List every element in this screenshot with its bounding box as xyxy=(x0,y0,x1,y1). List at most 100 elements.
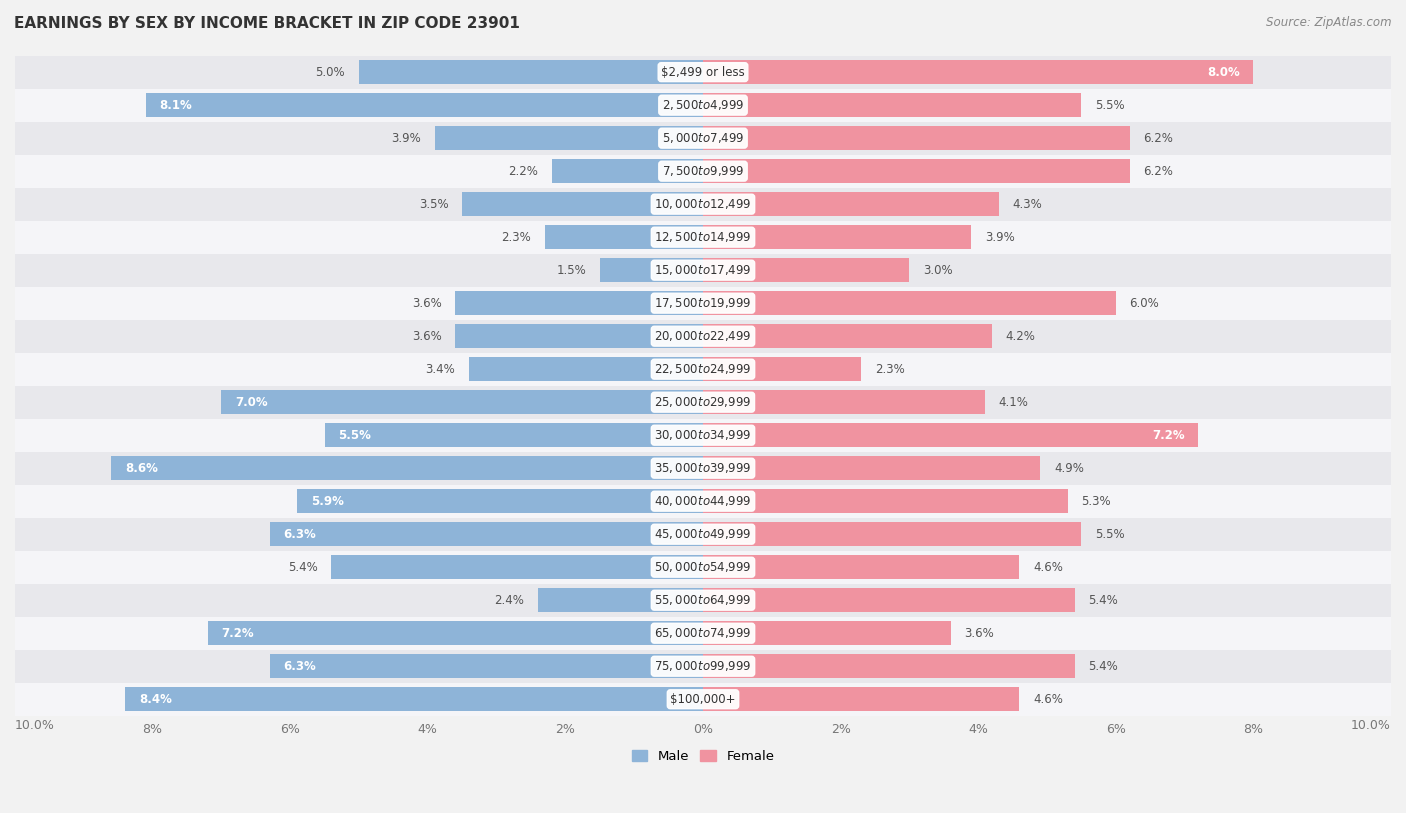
Text: 7.2%: 7.2% xyxy=(221,627,254,640)
Bar xyxy=(297,489,703,513)
Text: 5.0%: 5.0% xyxy=(315,66,346,79)
Text: 5.4%: 5.4% xyxy=(288,561,318,574)
Text: EARNINGS BY SEX BY INCOME BRACKET IN ZIP CODE 23901: EARNINGS BY SEX BY INCOME BRACKET IN ZIP… xyxy=(14,16,520,31)
Text: $7,500 to $9,999: $7,500 to $9,999 xyxy=(662,164,744,178)
Text: 5.5%: 5.5% xyxy=(1095,98,1125,111)
Text: 5.3%: 5.3% xyxy=(1081,494,1111,507)
Bar xyxy=(470,357,703,381)
Text: 10.0%: 10.0% xyxy=(1351,719,1391,732)
Bar xyxy=(111,456,703,480)
Text: 8.0%: 8.0% xyxy=(1206,66,1240,79)
Text: 3.9%: 3.9% xyxy=(986,231,1015,244)
Bar xyxy=(15,188,1391,220)
Bar xyxy=(703,324,993,348)
Text: 6.0%: 6.0% xyxy=(1129,297,1160,310)
Text: 3.6%: 3.6% xyxy=(412,297,441,310)
Bar xyxy=(703,193,998,216)
Text: 5.4%: 5.4% xyxy=(1088,659,1118,672)
Bar xyxy=(15,287,1391,320)
Text: 8.1%: 8.1% xyxy=(159,98,193,111)
Text: 4.1%: 4.1% xyxy=(998,396,1029,409)
Text: 4.9%: 4.9% xyxy=(1054,462,1084,475)
Text: 10.0%: 10.0% xyxy=(15,719,55,732)
Bar xyxy=(544,225,703,249)
Text: $30,000 to $34,999: $30,000 to $34,999 xyxy=(654,428,752,442)
Bar xyxy=(703,489,1067,513)
Text: 6.2%: 6.2% xyxy=(1143,132,1173,145)
Bar xyxy=(703,555,1019,579)
Bar xyxy=(703,522,1081,546)
Bar xyxy=(15,220,1391,254)
Bar xyxy=(15,55,1391,89)
Bar xyxy=(15,518,1391,550)
Bar xyxy=(15,320,1391,353)
Text: 6.3%: 6.3% xyxy=(284,528,316,541)
Bar xyxy=(15,122,1391,154)
Text: 2.4%: 2.4% xyxy=(495,593,524,606)
Text: 3.9%: 3.9% xyxy=(391,132,420,145)
Bar xyxy=(703,589,1074,612)
Text: $22,500 to $24,999: $22,500 to $24,999 xyxy=(654,362,752,376)
Text: $65,000 to $74,999: $65,000 to $74,999 xyxy=(654,626,752,640)
Bar xyxy=(463,193,703,216)
Bar xyxy=(15,419,1391,452)
Text: 3.4%: 3.4% xyxy=(426,363,456,376)
Bar xyxy=(703,225,972,249)
Bar xyxy=(703,259,910,282)
Bar xyxy=(15,452,1391,485)
Bar xyxy=(15,154,1391,188)
Text: 5.5%: 5.5% xyxy=(1095,528,1125,541)
Text: 2.2%: 2.2% xyxy=(508,165,538,178)
Text: 5.4%: 5.4% xyxy=(1088,593,1118,606)
Text: $25,000 to $29,999: $25,000 to $29,999 xyxy=(654,395,752,409)
Bar xyxy=(456,324,703,348)
Text: $10,000 to $12,499: $10,000 to $12,499 xyxy=(654,198,752,211)
Text: 2.3%: 2.3% xyxy=(502,231,531,244)
Bar xyxy=(270,522,703,546)
Bar xyxy=(208,621,703,645)
Bar xyxy=(551,159,703,183)
Text: 3.0%: 3.0% xyxy=(924,263,953,276)
Text: 3.5%: 3.5% xyxy=(419,198,449,211)
Bar xyxy=(703,621,950,645)
Text: $20,000 to $22,499: $20,000 to $22,499 xyxy=(654,329,752,343)
Bar xyxy=(703,126,1129,150)
Text: 3.6%: 3.6% xyxy=(412,330,441,343)
Bar xyxy=(703,424,1198,447)
Text: $75,000 to $99,999: $75,000 to $99,999 xyxy=(654,659,752,673)
Bar xyxy=(15,650,1391,683)
Text: $100,000+: $100,000+ xyxy=(671,693,735,706)
Bar xyxy=(703,390,986,414)
Text: 7.0%: 7.0% xyxy=(235,396,267,409)
Text: $2,499 or less: $2,499 or less xyxy=(661,66,745,79)
Text: 6.2%: 6.2% xyxy=(1143,165,1173,178)
Bar xyxy=(703,357,862,381)
Bar xyxy=(146,93,703,117)
Bar xyxy=(703,456,1040,480)
Bar xyxy=(221,390,703,414)
Bar xyxy=(703,159,1129,183)
Text: $17,500 to $19,999: $17,500 to $19,999 xyxy=(654,296,752,311)
Text: $2,500 to $4,999: $2,500 to $4,999 xyxy=(662,98,744,112)
Bar xyxy=(703,654,1074,678)
Bar xyxy=(359,60,703,84)
Bar xyxy=(538,589,703,612)
Text: $50,000 to $54,999: $50,000 to $54,999 xyxy=(654,560,752,574)
Bar xyxy=(703,60,1253,84)
Text: $35,000 to $39,999: $35,000 to $39,999 xyxy=(654,461,752,476)
Text: 4.6%: 4.6% xyxy=(1033,693,1063,706)
Bar xyxy=(325,424,703,447)
Bar xyxy=(15,254,1391,287)
Text: 7.2%: 7.2% xyxy=(1152,428,1185,441)
Text: 8.4%: 8.4% xyxy=(139,693,172,706)
Text: 2.3%: 2.3% xyxy=(875,363,904,376)
Bar xyxy=(15,485,1391,518)
Text: $40,000 to $44,999: $40,000 to $44,999 xyxy=(654,494,752,508)
Bar xyxy=(270,654,703,678)
Bar xyxy=(600,259,703,282)
Text: 4.2%: 4.2% xyxy=(1005,330,1036,343)
Text: 5.9%: 5.9% xyxy=(311,494,343,507)
Text: $12,500 to $14,999: $12,500 to $14,999 xyxy=(654,230,752,244)
Text: 5.5%: 5.5% xyxy=(339,428,371,441)
Text: 6.3%: 6.3% xyxy=(284,659,316,672)
